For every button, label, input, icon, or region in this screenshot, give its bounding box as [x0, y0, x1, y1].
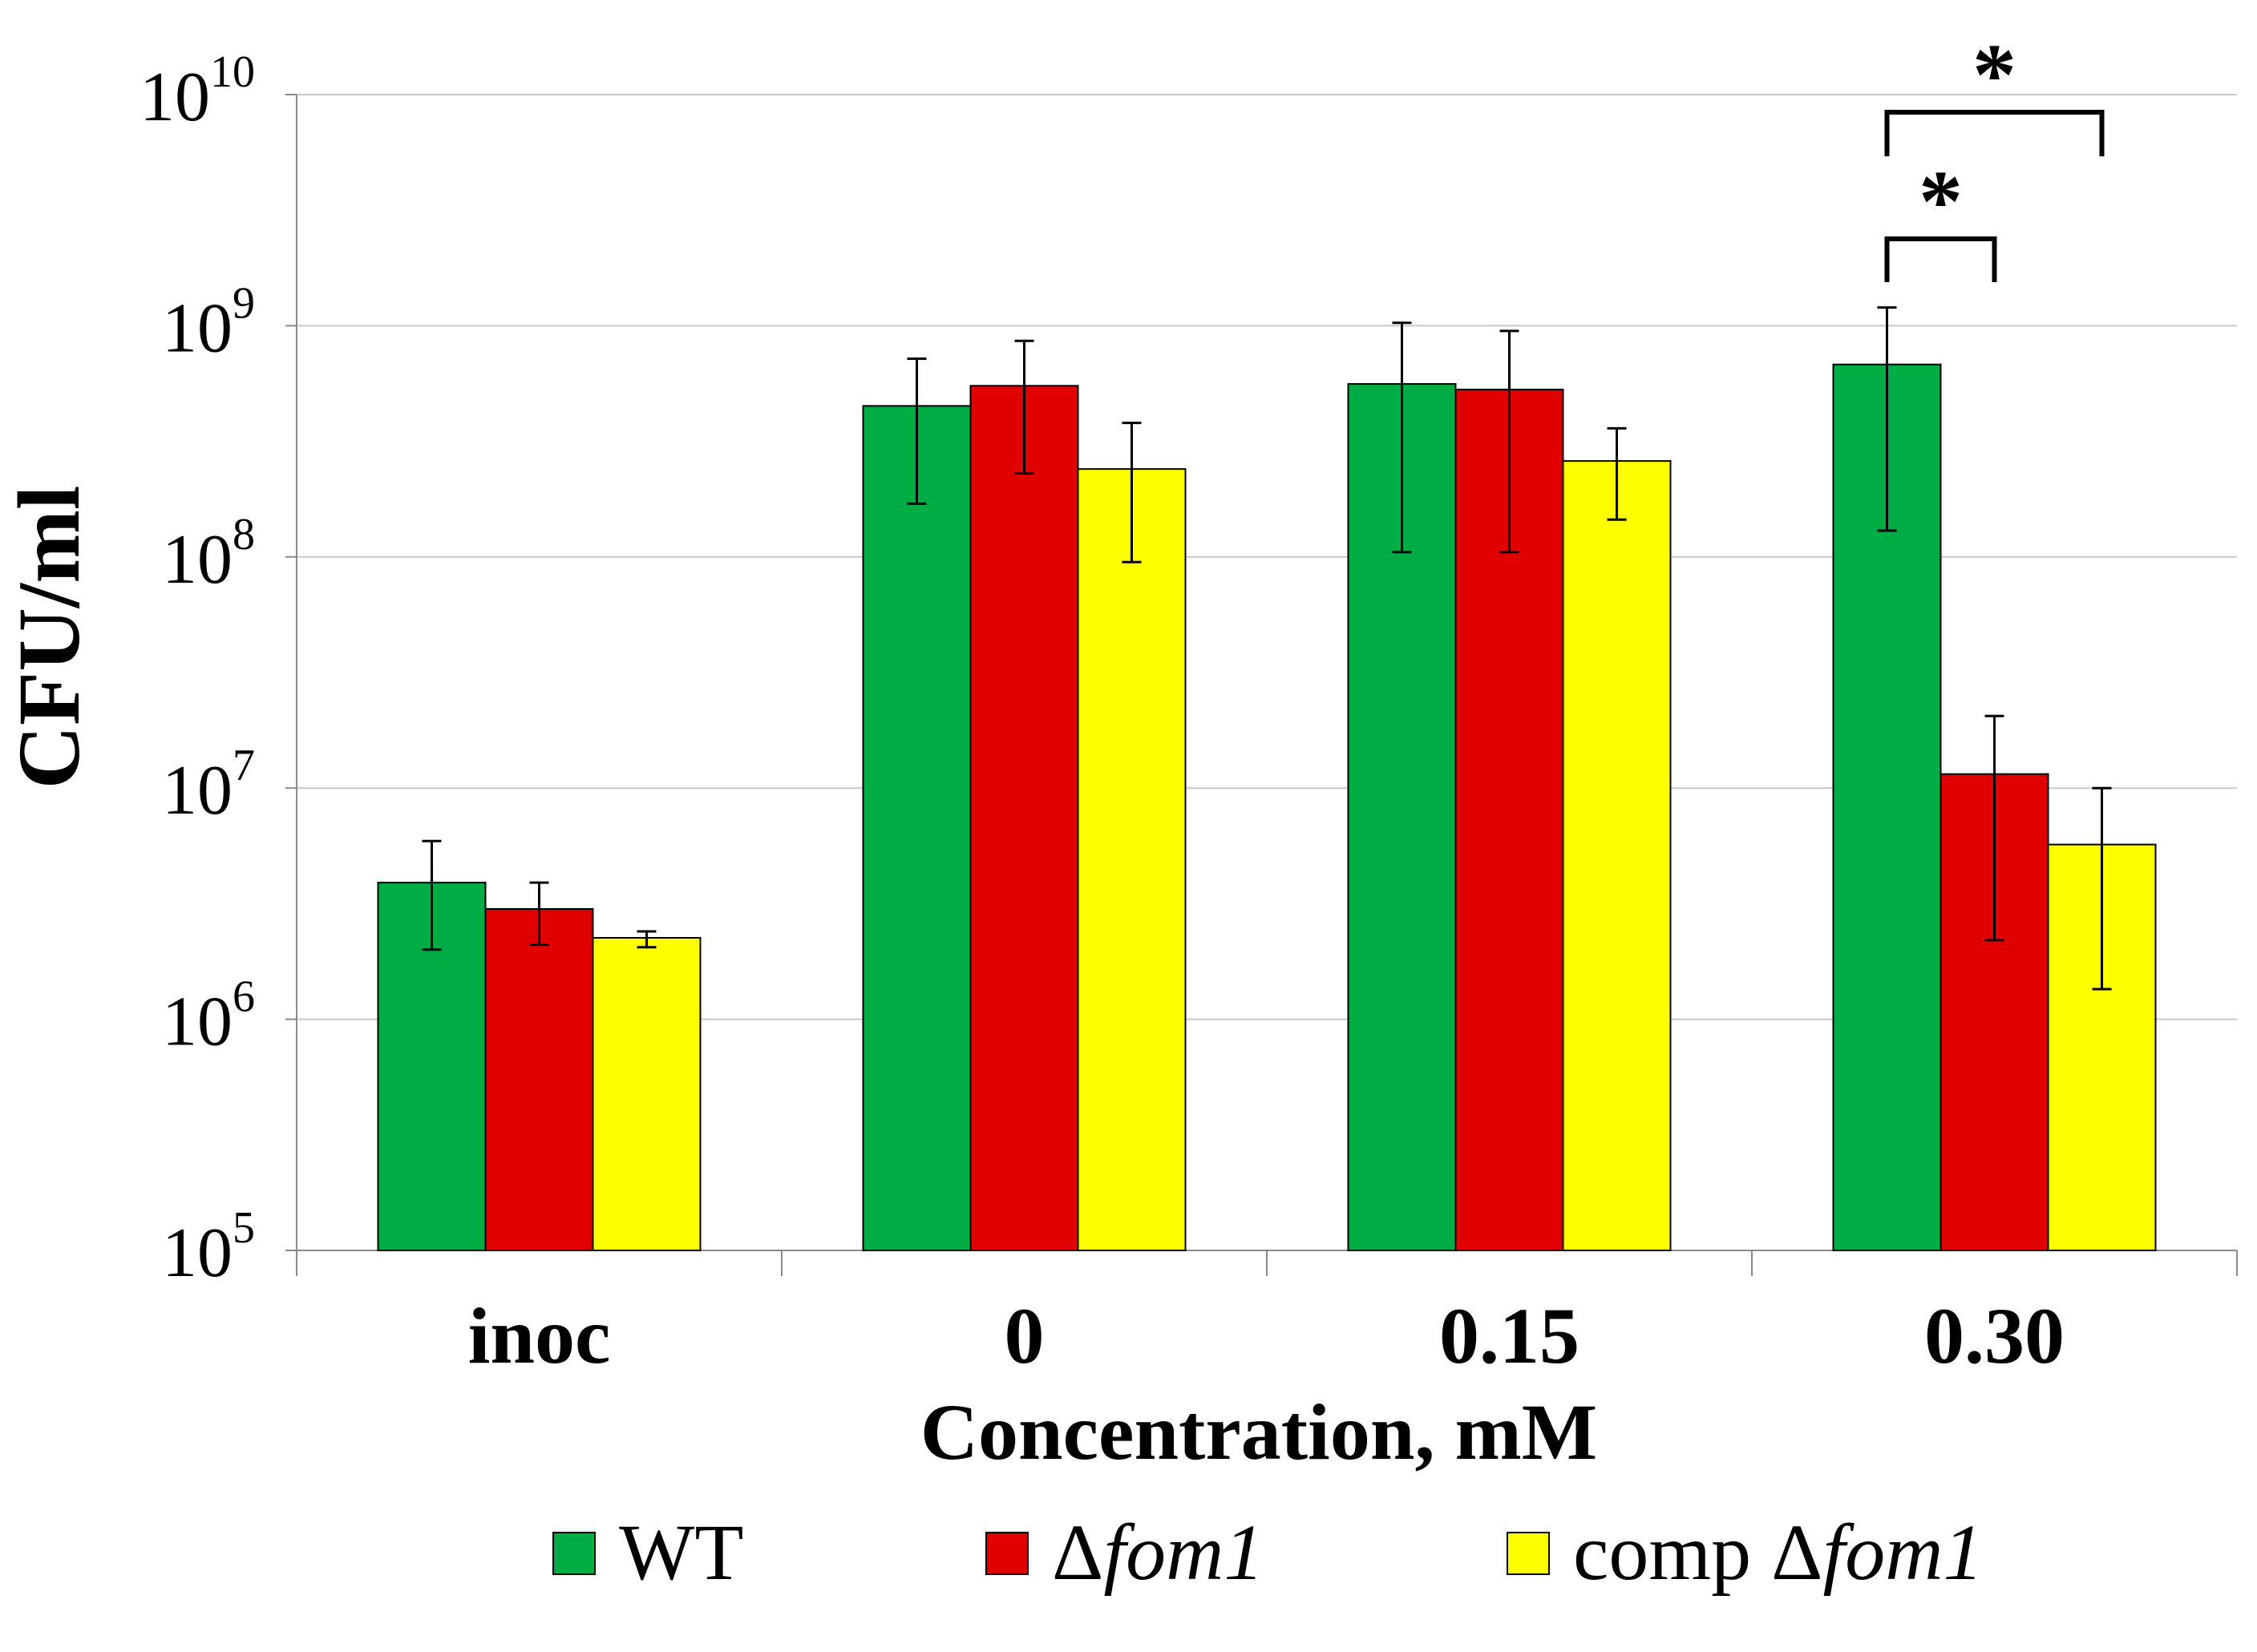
bar	[1077, 468, 1187, 1251]
y-tick-base: 10	[140, 59, 210, 136]
y-tick-exponent: 5	[233, 1203, 255, 1253]
significance-star: *	[1972, 26, 2016, 123]
legend-swatch	[552, 1532, 596, 1575]
significance-star: *	[1919, 152, 1963, 250]
legend-swatch	[1507, 1532, 1550, 1575]
y-axis-label: CFU/ml	[0, 486, 98, 790]
bar	[484, 907, 594, 1252]
y-tick-exponent: 8	[233, 510, 255, 559]
legend-label-italic: fom1	[1822, 1508, 1983, 1597]
y-tick-label: 106	[162, 972, 255, 1061]
x-axis-label: Concentration, mM	[920, 1387, 1597, 1476]
legend-label: Δfom1	[1052, 1508, 1264, 1597]
y-tick-exponent: 9	[233, 278, 255, 328]
legend: WT Δfom1 comp Δfom1	[552, 1508, 1983, 1597]
y-tick-base: 10	[162, 521, 233, 599]
y-tick-label: 1010	[140, 47, 255, 136]
y-tick-label: 109	[162, 278, 255, 367]
y-tick-exponent: 10	[210, 47, 255, 97]
y-tick-base: 10	[162, 1214, 233, 1292]
significance-annotations: **	[1884, 26, 2105, 282]
significance-bracket	[1884, 236, 1997, 282]
x-tick-label: 0.30	[1924, 1291, 2065, 1380]
legend-label: WT	[619, 1508, 743, 1597]
y-tick-exponent: 7	[233, 741, 255, 790]
bar	[592, 937, 702, 1251]
legend-label-italic: fom1	[1103, 1508, 1264, 1597]
y-tick-base: 10	[162, 984, 233, 1061]
bar	[1562, 460, 1672, 1251]
legend-label-symbol: Δ	[1052, 1508, 1103, 1597]
legend-label-symbol: Δ	[1771, 1508, 1822, 1597]
error-bars	[422, 306, 2112, 991]
legend-label: comp Δfom1	[1573, 1508, 1983, 1597]
x-tick-label: 0	[1005, 1291, 1045, 1380]
y-tick-base: 10	[162, 289, 233, 367]
x-tick-label: 0.15	[1439, 1291, 1579, 1380]
bar	[862, 405, 972, 1252]
legend-swatch	[985, 1532, 1029, 1575]
bars	[377, 363, 2157, 1252]
legend-label-name: WT	[619, 1508, 743, 1597]
y-tick-label: 108	[162, 510, 255, 599]
x-tick-label: inoc	[468, 1291, 611, 1380]
y-tick-base: 10	[162, 752, 233, 830]
y-tick-label: 107	[162, 741, 255, 830]
y-tick-label: 105	[162, 1203, 255, 1292]
significance-bracket	[1884, 110, 2105, 156]
y-tick-exponent: 6	[233, 972, 255, 1022]
legend-label-name: comp	[1573, 1508, 1771, 1597]
bar	[969, 385, 1079, 1251]
